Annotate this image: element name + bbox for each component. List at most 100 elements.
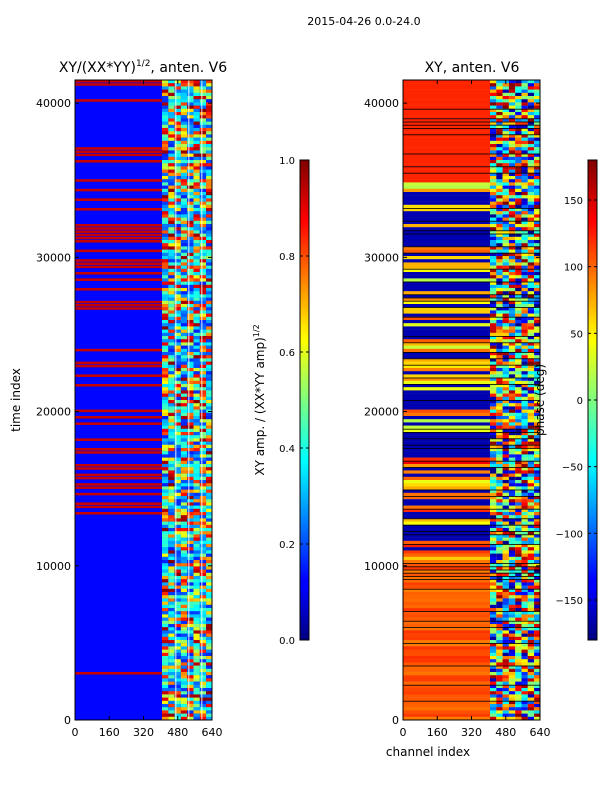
left-cell <box>162 262 169 266</box>
right-cell <box>490 630 497 634</box>
left-stripe <box>75 259 162 262</box>
left-cell <box>174 131 181 135</box>
right-cell <box>508 380 516 385</box>
left-cell <box>162 204 169 209</box>
right-cell <box>490 572 497 577</box>
left-cell <box>199 240 207 244</box>
left-cell <box>206 441 213 445</box>
left-cell <box>193 672 200 676</box>
right-cell <box>496 697 503 701</box>
left-cell <box>199 300 207 305</box>
right-cell <box>496 124 503 129</box>
left-cell <box>206 329 213 333</box>
right-cell <box>502 185 509 189</box>
x-tick-label: 160 <box>99 726 120 739</box>
right-cell <box>508 307 516 311</box>
right-cell <box>534 339 541 343</box>
left-cell <box>174 713 181 717</box>
right-cell <box>496 588 503 593</box>
left-cell <box>168 387 175 391</box>
right-cell <box>515 652 522 657</box>
right-dark-line <box>403 518 540 520</box>
left-cell <box>193 390 200 394</box>
right-cell <box>502 620 509 625</box>
left-cell <box>174 220 181 225</box>
right-cell <box>496 566 503 570</box>
left-cell <box>187 185 194 189</box>
right-cell <box>490 652 497 657</box>
left-cell <box>180 294 188 298</box>
left-cell <box>199 316 207 321</box>
right-cell <box>515 588 522 593</box>
left-cell <box>174 656 181 660</box>
right-cell <box>490 329 497 333</box>
left-cell <box>199 547 207 551</box>
right-row <box>403 364 490 369</box>
left-cell <box>187 464 194 468</box>
right-row <box>403 572 490 577</box>
right-cell <box>496 115 503 119</box>
right-cell <box>527 179 535 183</box>
left-cell <box>180 86 188 90</box>
right-cell <box>490 544 497 548</box>
left-cell <box>187 374 194 378</box>
right-cell <box>527 656 535 660</box>
right-cell <box>502 441 509 445</box>
right-cell <box>527 182 535 186</box>
right-cell <box>521 435 528 439</box>
right-cell <box>508 412 516 417</box>
left-cell <box>187 214 194 218</box>
left-cell <box>206 204 213 209</box>
left-cell <box>174 252 181 257</box>
right-cell <box>508 614 516 618</box>
left-cell <box>168 716 175 721</box>
left-cell <box>168 684 175 689</box>
left-cell <box>168 524 175 529</box>
right-cell <box>521 416 528 420</box>
right-cell <box>502 428 509 433</box>
right-cell <box>521 112 528 116</box>
left-cell <box>187 694 194 698</box>
left-cell <box>180 342 188 346</box>
left-cell <box>174 182 181 186</box>
left-cell <box>174 518 181 522</box>
left-cell <box>199 259 207 263</box>
left-cell <box>187 179 194 183</box>
right-dark-line <box>403 400 540 401</box>
left-cell <box>206 476 213 481</box>
right-cell <box>502 496 509 500</box>
right-cell <box>521 499 528 503</box>
left-cell <box>162 700 169 705</box>
right-dark-line <box>403 665 540 667</box>
right-row <box>403 124 490 129</box>
right-cell <box>527 124 535 129</box>
right-cell <box>508 390 516 394</box>
right-cell <box>502 396 509 401</box>
right-row <box>403 460 490 465</box>
left-cell <box>162 560 169 564</box>
right-cell <box>508 115 516 119</box>
right-cell <box>496 300 503 305</box>
left-cell <box>193 96 200 100</box>
right-cell <box>496 400 503 404</box>
right-cell <box>508 278 516 282</box>
left-cell <box>162 89 169 93</box>
left-cell <box>174 339 181 343</box>
right-cell <box>515 214 522 218</box>
right-cell <box>508 707 516 711</box>
left-cell <box>199 192 207 196</box>
right-dark-line <box>403 108 540 110</box>
left-cell <box>174 508 181 513</box>
left-cell <box>180 534 188 538</box>
left-cell <box>174 441 181 445</box>
right-cell <box>534 86 541 90</box>
left-cell <box>168 368 175 372</box>
right-row <box>403 374 490 378</box>
right-cell <box>527 569 535 573</box>
left-cell <box>162 339 169 343</box>
left-cell <box>180 416 188 420</box>
left-cell <box>199 448 207 452</box>
right-cell <box>515 384 522 388</box>
left-cell <box>206 691 213 695</box>
